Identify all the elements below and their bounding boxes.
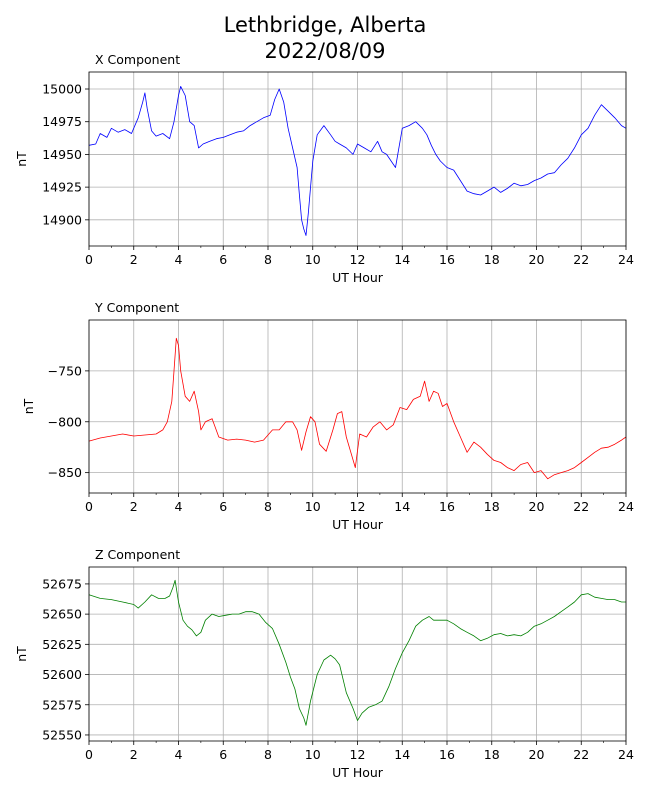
x-tick-label: 24	[618, 252, 634, 267]
x-tick-label: 8	[264, 499, 272, 514]
x-axis-label: UT Hour	[332, 517, 384, 532]
y-tick-label: 14900	[42, 212, 82, 227]
figure-title-station: Lethbridge, Alberta	[223, 13, 427, 37]
series-line-1	[88, 86, 627, 236]
y-axis-label: nT	[14, 646, 29, 662]
y-tick-label: 52625	[42, 637, 82, 652]
x-tick-label: 6	[219, 499, 227, 514]
x-tick-label: 2	[130, 252, 138, 267]
x-tick-label: 0	[85, 252, 93, 267]
x-tick-label: 20	[529, 747, 545, 762]
x-tick-label: 22	[573, 499, 589, 514]
x-tick-label: 14	[394, 252, 410, 267]
x-tick-label: 2	[130, 499, 138, 514]
x-tick-label: 6	[219, 252, 227, 267]
figure-title-date: 2022/08/09	[264, 39, 386, 63]
plot-frame	[88, 71, 627, 247]
y-tick-label: −800	[48, 414, 82, 429]
x-tick-label: 24	[618, 499, 634, 514]
x-tick-label: 24	[618, 747, 634, 762]
y-tick-label: 14925	[42, 180, 82, 195]
x-tick-label: 10	[305, 747, 321, 762]
series-line-1	[88, 337, 627, 480]
x-tick-label: 14	[394, 499, 410, 514]
y-tick-label: 52650	[42, 607, 82, 622]
y-tick-label: 14975	[42, 114, 82, 129]
panel-1: 0 2 4 6 8 10 12 14 16 18 20 22 241490014925149501497…	[14, 52, 634, 285]
x-tick-label: 8	[264, 747, 272, 762]
x-tick-label: 10	[305, 252, 321, 267]
x-tick-label: 4	[175, 252, 183, 267]
x-tick-label: 22	[573, 747, 589, 762]
panel-3: 0 2 4 6 8 10 12 14 16 18 20 22 245255052575526005262…	[14, 547, 634, 780]
x-tick-label: 16	[439, 252, 455, 267]
x-tick-label: 10	[305, 499, 321, 514]
x-tick-label: 22	[573, 252, 589, 267]
x-tick-label: 12	[350, 252, 366, 267]
y-tick-label: 15000	[42, 82, 82, 97]
x-tick-label: 20	[529, 252, 545, 267]
x-tick-label: 12	[350, 499, 366, 514]
x-tick-label: 8	[264, 252, 272, 267]
y-tick-label: −850	[48, 465, 82, 480]
panel-subtitle: Y Component	[94, 300, 179, 315]
x-axis-label: UT Hour	[332, 270, 384, 285]
panel-subtitle: Z Component	[95, 547, 180, 562]
x-tick-label: 6	[219, 747, 227, 762]
y-tick-label: 52600	[42, 667, 82, 682]
series-line-1	[88, 579, 626, 726]
y-tick-label: −750	[48, 363, 82, 378]
x-tick-label: 14	[394, 747, 410, 762]
y-tick-label: 52575	[42, 697, 82, 712]
x-tick-label: 2	[130, 747, 138, 762]
plot-frame	[88, 319, 627, 494]
x-tick-label: 20	[529, 499, 545, 514]
x-tick-label: 4	[175, 499, 183, 514]
y-tick-label: 52550	[42, 727, 82, 742]
x-tick-label: 18	[484, 499, 500, 514]
x-tick-label: 4	[175, 747, 183, 762]
x-tick-label: 0	[85, 499, 93, 514]
plot-frame	[88, 566, 627, 742]
y-axis-label: nT	[21, 398, 36, 414]
panel-subtitle: X Component	[95, 52, 180, 67]
y-tick-label: 14950	[42, 147, 82, 162]
y-axis-label: nT	[14, 151, 29, 167]
x-tick-label: 18	[484, 747, 500, 762]
x-tick-label: 16	[439, 499, 455, 514]
x-tick-label: 0	[85, 747, 93, 762]
x-tick-label: 16	[439, 747, 455, 762]
figure-title: Lethbridge, Alberta 2022/08/09	[0, 12, 650, 64]
y-tick-label: 52675	[42, 576, 82, 591]
x-tick-label: 18	[484, 252, 500, 267]
x-tick-label: 12	[350, 747, 366, 762]
x-axis-label: UT Hour	[332, 765, 384, 780]
